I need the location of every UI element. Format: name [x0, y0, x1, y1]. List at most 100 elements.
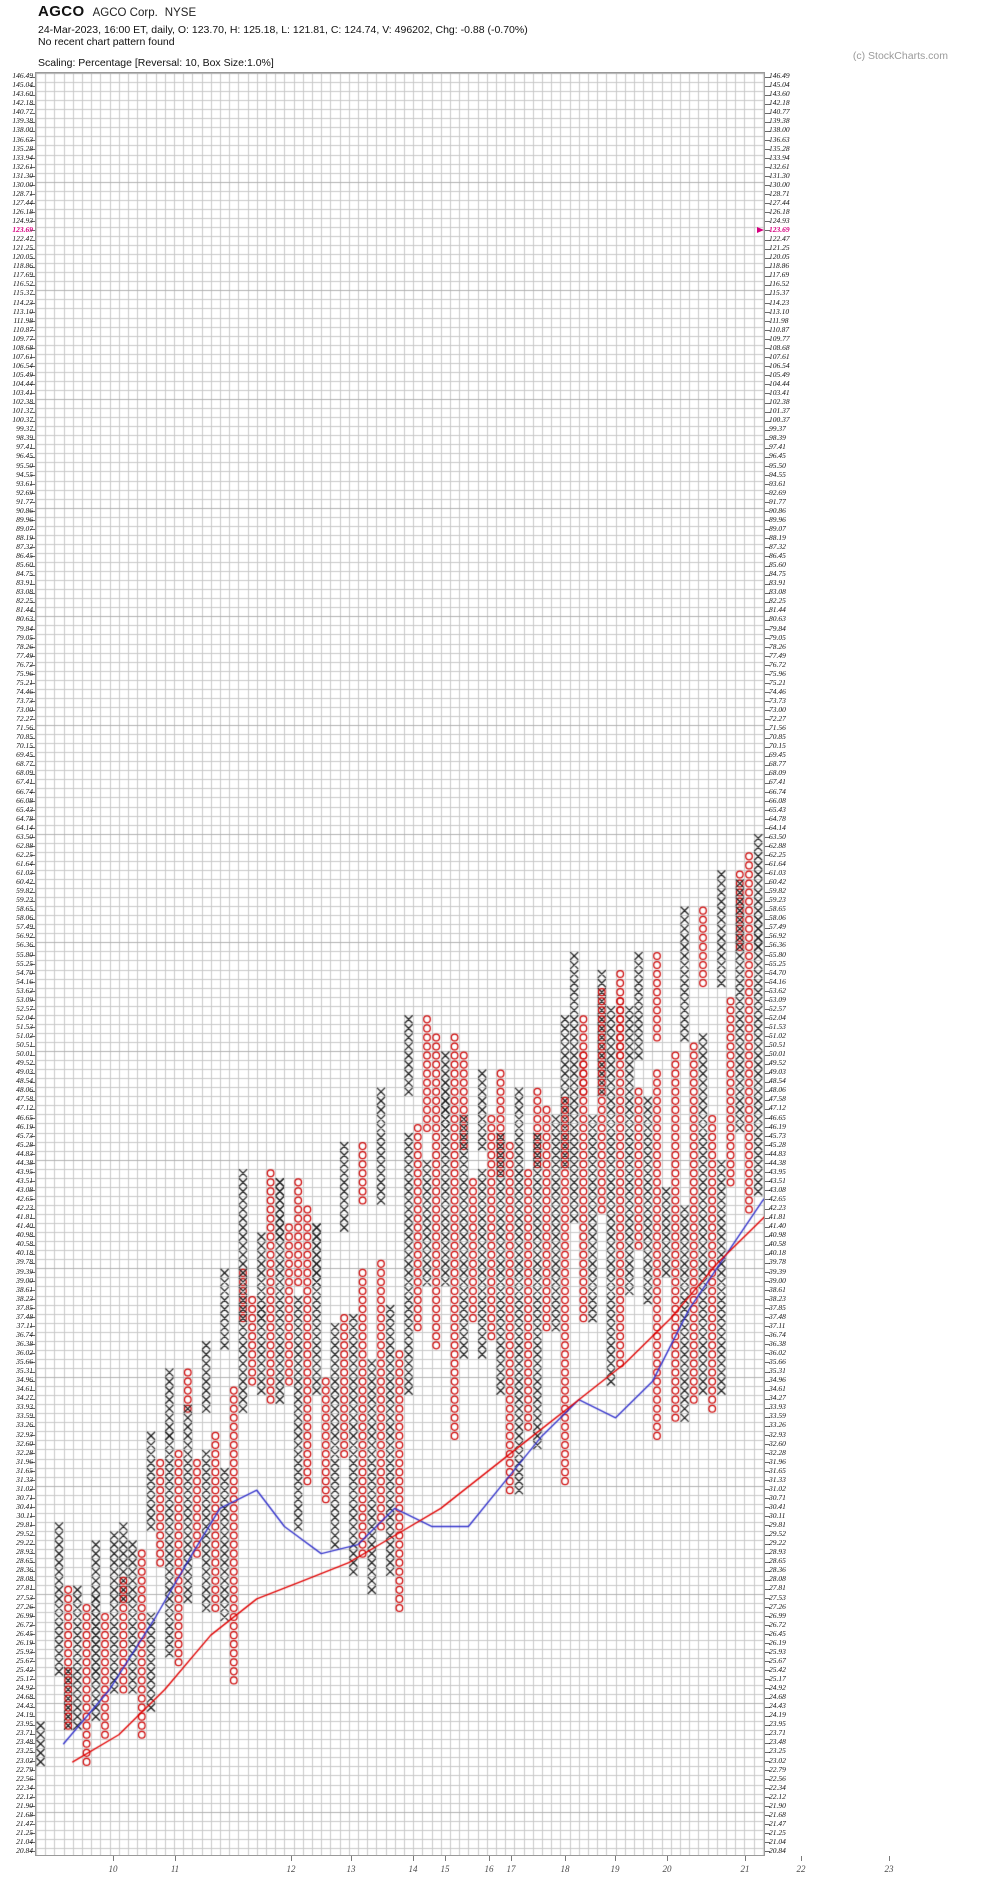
- y-axis-tick-label: 22.79: [769, 1764, 786, 1774]
- y-tick-mark: [765, 1344, 770, 1346]
- x-tick-mark: [615, 1856, 616, 1861]
- y-tick-mark: [30, 982, 35, 984]
- y-tick-mark: [30, 474, 35, 476]
- y-axis-tick-label: 95.50: [16, 460, 33, 470]
- pointfigure-plot[interactable]: [35, 72, 765, 1856]
- y-tick-mark: [30, 1099, 35, 1101]
- y-tick-mark: [765, 311, 770, 313]
- y-tick-mark: [30, 1679, 35, 1681]
- y-tick-mark: [765, 1271, 770, 1273]
- y-tick-mark: [30, 1072, 35, 1074]
- y-tick-mark: [765, 1769, 770, 1771]
- y-axis-tick-label: 115.37: [769, 288, 790, 298]
- y-axis-tick-label: 108.68: [12, 342, 33, 352]
- y-tick-mark: [30, 1344, 35, 1346]
- y-tick-mark: [765, 384, 770, 386]
- y-tick-mark: [765, 954, 770, 956]
- y-axis-tick-label: 25.42: [769, 1664, 786, 1674]
- y-tick-mark: [765, 1779, 770, 1781]
- y-axis-tick-label: 43.95: [769, 1166, 786, 1176]
- y-axis-tick-label: 126.18: [12, 206, 33, 216]
- y-tick-mark: [765, 1244, 770, 1246]
- y-tick-mark: [765, 1788, 770, 1790]
- y-axis-tick-label: 27.26: [16, 1601, 33, 1611]
- y-tick-mark: [30, 964, 35, 965]
- y-axis-tick-label: 45.28: [769, 1139, 786, 1149]
- y-axis-tick-label: 21.47: [769, 1818, 786, 1828]
- y-tick-mark: [30, 375, 35, 377]
- y-tick-mark: [30, 1217, 35, 1219]
- y-tick-mark: [765, 257, 770, 259]
- y-tick-mark: [30, 1471, 35, 1473]
- y-tick-mark: [765, 1117, 770, 1119]
- x-axis-tick-label: 12: [286, 1864, 296, 1874]
- y-tick-mark: [30, 1842, 35, 1844]
- y-tick-mark: [765, 148, 770, 150]
- y-tick-mark: [765, 1389, 770, 1391]
- y-axis-tick-label: 48.54: [16, 1076, 33, 1086]
- y-tick-mark: [30, 1154, 35, 1156]
- y-axis-tick-label: 22.12: [769, 1791, 786, 1801]
- y-axis-tick-label: 23.02: [769, 1755, 786, 1765]
- y-tick-mark: [30, 1090, 35, 1092]
- y-tick-mark: [30, 420, 35, 422]
- y-axis-tick-label: 28.93: [769, 1547, 786, 1557]
- y-axis-tick-label: 84.75: [16, 569, 33, 579]
- y-axis-tick-label: 68.09: [769, 768, 786, 778]
- y-axis-tick-label: 87.32: [769, 542, 786, 552]
- y-axis-tick-label: 111.98: [769, 315, 789, 325]
- y-axis-tick-label: 102.38: [12, 397, 33, 407]
- y-axis-tick-label: 118.86: [12, 261, 33, 271]
- y-tick-mark: [765, 248, 770, 250]
- y-tick-mark: [30, 221, 35, 223]
- y-axis-tick-label: 23.48: [16, 1737, 33, 1747]
- y-tick-mark: [30, 665, 35, 667]
- y-tick-mark: [765, 610, 770, 612]
- y-tick-mark: [765, 1634, 770, 1636]
- y-tick-mark: [765, 619, 770, 621]
- y-tick-mark: [30, 239, 35, 241]
- y-axis-tick-label: 104.44: [769, 379, 790, 389]
- y-tick-mark: [30, 1262, 35, 1264]
- y-tick-mark: [765, 656, 770, 658]
- y-axis-tick-label: 50.01: [16, 1049, 33, 1059]
- y-axis-tick-label: 24.68: [16, 1692, 33, 1702]
- y-tick-mark: [30, 1570, 35, 1572]
- y-tick-mark: [30, 1108, 35, 1110]
- y-tick-mark: [765, 420, 770, 422]
- y-tick-mark: [30, 828, 35, 830]
- y-tick-mark: [765, 1172, 770, 1174]
- y-tick-mark: [30, 447, 35, 449]
- y-axis-tick-label: 73.73: [16, 695, 33, 705]
- y-axis-tick-label: 35.31: [16, 1366, 33, 1376]
- y-tick-mark: [30, 891, 35, 893]
- y-tick-mark: [30, 456, 35, 458]
- y-tick-mark: [30, 1797, 35, 1799]
- y-axis-tick-label: 34.27: [769, 1393, 786, 1403]
- y-axis-tick-label: 22.56: [769, 1773, 786, 1783]
- y-tick-mark: [765, 1226, 770, 1228]
- y-axis-tick-label: 146.49: [12, 71, 33, 81]
- y-tick-mark: [765, 1217, 770, 1219]
- y-tick-mark: [30, 1552, 35, 1554]
- y-tick-mark: [30, 1507, 35, 1509]
- y-axis-tick-label: 51.53: [16, 1021, 33, 1031]
- y-tick-mark: [30, 1299, 35, 1301]
- y-axis-tick-label: 86.45: [16, 551, 33, 561]
- y-axis-tick-label: 21.68: [16, 1809, 33, 1819]
- y-axis-tick-label: 99.37: [769, 424, 786, 434]
- y-tick-mark: [765, 1127, 770, 1128]
- y-axis-tick-label: 58.65: [16, 904, 33, 914]
- y-tick-mark: [30, 565, 35, 567]
- y-axis-tick-label: 31.02: [16, 1483, 33, 1493]
- y-tick-mark: [30, 1117, 35, 1119]
- y-tick-mark: [765, 583, 770, 585]
- y-axis-tick-label: 91.77: [16, 496, 33, 506]
- y-axis-tick-label: 96.45: [769, 451, 786, 461]
- y-tick-mark: [765, 773, 770, 775]
- y-axis-tick-label: 67.41: [769, 777, 786, 787]
- y-tick-mark: [765, 520, 770, 522]
- y-axis-tick-label: 40.58: [16, 1239, 33, 1249]
- y-axis-tick-label: 39.78: [769, 1257, 786, 1267]
- y-tick-mark: [30, 257, 35, 259]
